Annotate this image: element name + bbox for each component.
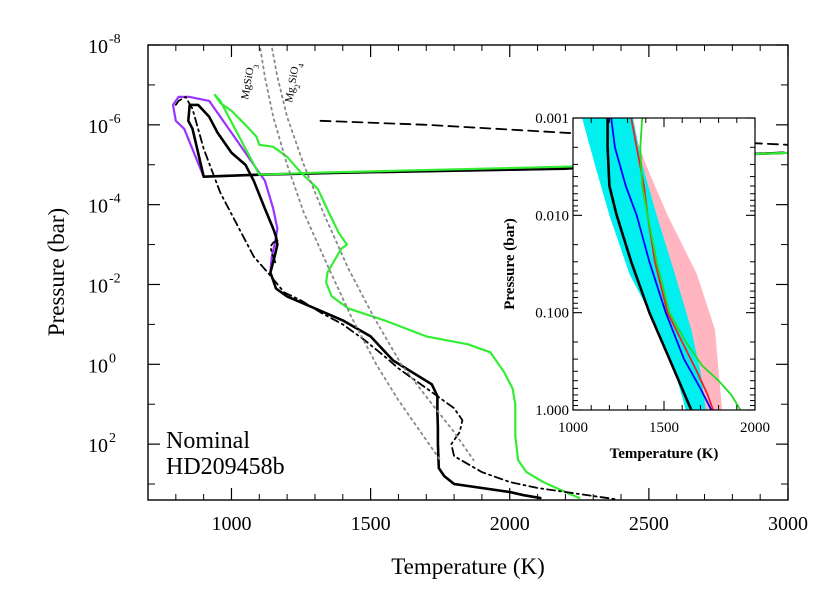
main-x-ticks: 1000 1500 2000 2500 3000 bbox=[175, 45, 808, 535]
main-x-tick-label-4: 3000 bbox=[768, 513, 808, 535]
main-chart: MgSiO3 Mg2SiO4 1000 1500 2000 2500 3000 10 -8… bbox=[44, 32, 808, 579]
main-y-tick-label-3: 10 bbox=[88, 275, 108, 297]
main-y-tick-label-4: 10 bbox=[88, 355, 108, 377]
main-y-tick-exponent-1: -6 bbox=[109, 112, 121, 127]
inset-x-axis-title: Temperature (K) bbox=[610, 446, 719, 462]
mg2sio4-subscript-2: 4 bbox=[296, 63, 306, 69]
inset-chart: 1000 1500 2000 0.001 0.010 0.100 1.000 Temper… bbox=[502, 111, 770, 462]
main-y-tick-exponent-2: -4 bbox=[109, 192, 121, 207]
mgsio3-label: MgSiO3 bbox=[239, 63, 261, 102]
main-series-7-line bbox=[270, 45, 475, 461]
main-y-tick-label-5: 10 bbox=[88, 435, 108, 457]
inset-y-tick-label-3: 1.000 bbox=[535, 403, 569, 419]
main-y-tick-exponent-3: -2 bbox=[109, 271, 121, 286]
main-curves bbox=[171, 45, 788, 500]
main-y-tick-exponent-0: -8 bbox=[109, 32, 121, 47]
main-y-tick-label-0: 10 bbox=[88, 36, 108, 58]
main-x-tick-label-2: 2000 bbox=[490, 513, 530, 535]
main-y-axis-title: Pressure (bar) bbox=[44, 208, 69, 336]
mg2sio4-label: Mg2SiO4 bbox=[283, 62, 305, 104]
inset-y-tick-label-2: 0.100 bbox=[535, 306, 569, 322]
inset-y-tick-label-0: 0.001 bbox=[535, 111, 569, 127]
main-series-6-line bbox=[258, 45, 442, 461]
main-x-axis-title: Temperature (K) bbox=[391, 554, 545, 579]
main-series-2-line bbox=[213, 93, 788, 500]
inset-curves bbox=[606, 118, 742, 410]
main-series-3-line bbox=[174, 96, 617, 500]
inset-y-ticks: 0.001 0.010 0.100 1.000 bbox=[535, 111, 755, 419]
inset-y-axis-title: Pressure (bar) bbox=[502, 218, 518, 310]
annotation-nominal: Nominal bbox=[166, 428, 250, 454]
mgsio3-text: MgSiO bbox=[239, 66, 256, 100]
main-y-tick-label-2: 10 bbox=[88, 196, 108, 218]
mg2sio4-text-b: SiO bbox=[286, 66, 301, 85]
main-series-5-line bbox=[319, 119, 788, 146]
main-plot-frame bbox=[147, 44, 789, 501]
inset-x-ticks: 1000 1500 2000 bbox=[558, 118, 770, 436]
main-y-tick-exponent-5: 2 bbox=[109, 431, 116, 446]
mgsio3-subscript: 3 bbox=[251, 64, 261, 70]
inset-x-tick-label-1: 1500 bbox=[649, 420, 679, 436]
mineral-labels: MgSiO3 Mg2SiO4 bbox=[239, 62, 305, 104]
mg2sio4-subscript-1: 2 bbox=[292, 84, 302, 90]
inset-y-tick-label-1: 0.010 bbox=[535, 208, 569, 224]
inset-series-3-line bbox=[639, 118, 742, 410]
mg2sio4-text-a: Mg bbox=[283, 86, 298, 104]
inset-x-tick-label-0: 1000 bbox=[558, 420, 588, 436]
main-x-tick-label-3: 2500 bbox=[629, 513, 669, 535]
main-y-tick-exponent-4: 0 bbox=[109, 351, 116, 366]
main-x-tick-label-0: 1000 bbox=[211, 513, 251, 535]
main-y-tick-label-1: 10 bbox=[88, 116, 108, 138]
inset-series-1-line bbox=[610, 118, 713, 410]
main-series-4-line bbox=[269, 239, 279, 266]
inset-x-tick-label-2: 2000 bbox=[740, 420, 770, 436]
main-x-tick-label-1: 1500 bbox=[351, 513, 391, 535]
annotation-planet: HD209458b bbox=[166, 454, 285, 480]
inset-series-0-line bbox=[606, 118, 693, 410]
